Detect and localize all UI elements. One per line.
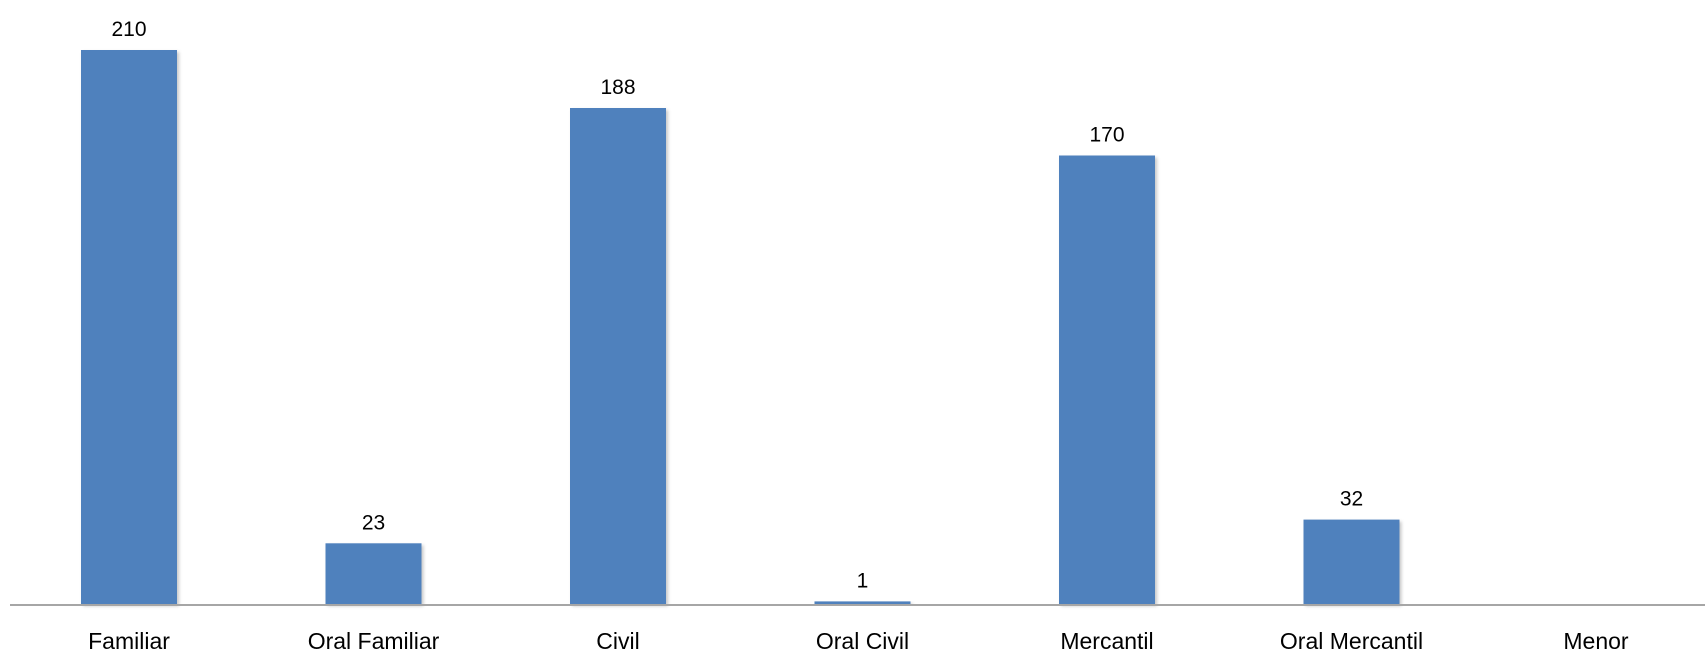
bar-familiar (81, 50, 177, 604)
bar-mercantil (1059, 155, 1155, 604)
data-label: 210 (111, 18, 146, 41)
category-label: Menor (1563, 628, 1629, 654)
category-label: Oral Civil (816, 628, 909, 654)
category-label: Oral Familiar (308, 628, 440, 654)
category-label: Civil (596, 628, 639, 654)
category-label: Familiar (88, 628, 170, 654)
data-label: 188 (600, 76, 635, 99)
category-label: Mercantil (1060, 628, 1153, 654)
data-label: 170 (1089, 124, 1124, 147)
bars-layer (81, 50, 1400, 604)
category-label: Oral Mercantil (1280, 628, 1423, 654)
bar-civil (570, 108, 666, 604)
bar-oral-familiar (325, 543, 422, 604)
data-label: 1 (857, 569, 869, 592)
bar-oral-mercantil (1303, 519, 1400, 604)
category-labels-layer: Familiar Oral Familiar Civil Oral Civil Merc… (88, 628, 1629, 654)
data-label: 23 (362, 511, 385, 534)
data-labels-layer: 210 23 188 1 170 32 (111, 18, 1363, 592)
data-label: 32 (1340, 488, 1363, 511)
bar-oral-civil (814, 601, 911, 604)
